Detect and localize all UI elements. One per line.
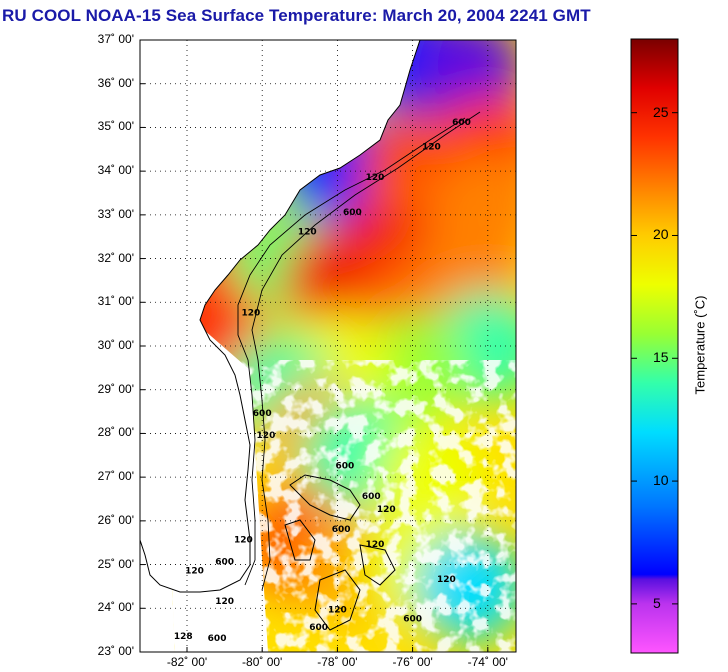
contour-label: 600 [215, 558, 234, 568]
contour-label: 120 [377, 505, 396, 515]
contour-label: 600 [332, 525, 351, 535]
temperature-field [140, 40, 516, 652]
lon-tick-label: -82˚ 00' [166, 655, 208, 669]
contour-label: 120 [257, 431, 276, 441]
lat-tick-label: 30˚ 00' [97, 338, 134, 352]
lat-tick-label: 35˚ 00' [97, 119, 134, 134]
lat-tick-label: 36˚ 00' [97, 75, 134, 90]
contour-600 [251, 111, 481, 591]
lat-tick-label: 31˚ 00' [97, 294, 134, 309]
graticule [140, 39, 516, 653]
page-title: RU COOL NOAA-15 Sea Surface Temperature:… [2, 6, 591, 25]
contour-label: 120 [298, 228, 317, 238]
lon-tick-label: -74˚ 00' [467, 655, 508, 669]
contour-label: 120 [328, 606, 347, 616]
colorbar-label: Temperature (˚C) [692, 295, 708, 395]
bahamas-islands [284, 474, 396, 631]
lat-tick-label: 26˚ 00' [97, 512, 134, 527]
contour-label: 600 [336, 461, 355, 471]
contour-label: 600 [452, 118, 471, 128]
lat-tick-label: 24˚ 00' [97, 600, 134, 615]
colorbar-tick-label: 25 [653, 103, 669, 120]
contour-label: 120 [437, 575, 456, 585]
contour-label: 120 [215, 597, 234, 607]
contour-label: 600 [208, 634, 227, 644]
land-mass [140, 40, 421, 593]
contour-label: 600 [343, 208, 362, 218]
contour-label: 120 [366, 173, 385, 183]
lat-tick-label: 28˚ 00' [97, 425, 134, 440]
contour-label: 128 [174, 632, 193, 642]
lon-tick-label: -76˚ 00' [392, 655, 433, 669]
lat-tick-label: 25˚ 00' [97, 556, 134, 571]
lat-tick-label: 33˚ 00' [97, 206, 134, 221]
colorbar-tick-label: 15 [653, 349, 669, 366]
contour-labels: 6001201206001201206001206006001206001201… [174, 118, 471, 644]
contour-label: 600 [253, 409, 272, 419]
colorbar-tick-label: 10 [653, 472, 669, 489]
lon-tick-label: -78˚ 00' [317, 655, 358, 669]
lat-tick-label: 37˚ 00' [97, 32, 134, 46]
contour-label: 600 [309, 623, 328, 633]
contour-label: 120 [422, 142, 441, 152]
contour-120 [237, 117, 466, 586]
lat-tick-label: 27˚ 00' [97, 469, 134, 484]
lat-tick-label: 29˚ 00' [97, 381, 134, 396]
contour-label: 120 [242, 308, 261, 318]
contour-label: 120 [234, 536, 253, 546]
colorbar [630, 38, 679, 654]
lat-tick-label: 32˚ 00' [97, 250, 134, 265]
lat-tick-label: 34˚ 00' [97, 163, 134, 178]
contour-label: 600 [403, 614, 422, 624]
contour-label: 600 [362, 492, 381, 502]
lat-tick-label: 23˚ 00' [97, 644, 134, 658]
colorbar-tick-label: 20 [653, 226, 669, 243]
colorbar-tick-label: 5 [653, 594, 661, 611]
lon-tick-label: -80˚ 00' [242, 655, 283, 669]
contour-label: 120 [185, 566, 204, 576]
contour-label: 120 [366, 540, 385, 550]
